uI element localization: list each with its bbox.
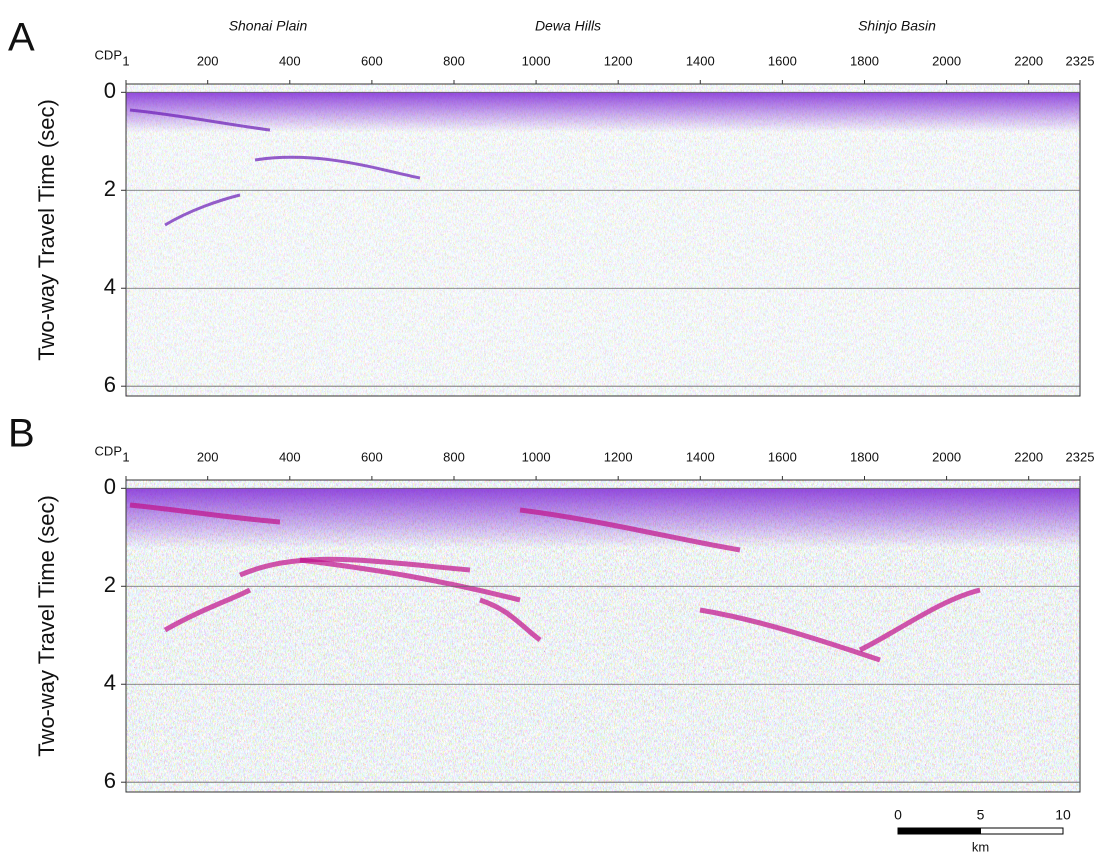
reflector xyxy=(164,193,241,227)
plot-frame xyxy=(125,479,1081,793)
x-tick-label: 800 xyxy=(443,449,465,464)
reflector xyxy=(129,502,281,525)
x-tick-label: 600 xyxy=(361,449,383,464)
x-tick-label: 600 xyxy=(361,53,383,68)
x-tick-label: 1600 xyxy=(768,449,797,464)
x-tick-label: 1 xyxy=(122,53,129,68)
x-tick-label: 1200 xyxy=(604,53,633,68)
x-tick-label: 1600 xyxy=(768,53,797,68)
x-tick-label: 400 xyxy=(279,449,301,464)
seismic-noise xyxy=(126,84,1080,396)
reflector xyxy=(699,607,881,663)
x-tick-label: 1200 xyxy=(604,449,633,464)
y-tick-label: 2 xyxy=(104,572,116,597)
x-tick-label: 200 xyxy=(197,449,219,464)
x-tick-label: 1400 xyxy=(686,53,715,68)
reflector xyxy=(129,108,271,132)
x-tick-label: 2000 xyxy=(932,449,961,464)
panel-label: A xyxy=(8,16,35,60)
y-tick-label: 4 xyxy=(104,274,116,299)
reflector xyxy=(163,587,252,633)
x-tick-label: 400 xyxy=(279,53,301,68)
shallow-band xyxy=(126,92,1080,133)
region-label: Shinjo Basin xyxy=(858,18,936,34)
scale-tick-label: 5 xyxy=(977,807,985,823)
reflector xyxy=(254,155,421,180)
x-tick-label: 2000 xyxy=(932,53,961,68)
x-tick-label: 1000 xyxy=(522,449,551,464)
y-tick-label: 6 xyxy=(104,372,116,397)
y-tick-label: 4 xyxy=(104,670,116,695)
reflector xyxy=(858,587,981,653)
x-tick-label: 1400 xyxy=(686,449,715,464)
scale-segment xyxy=(980,827,1064,835)
y-axis-label: Two-way Travel Time (sec) xyxy=(34,495,59,757)
scale-tick-label: 0 xyxy=(894,807,902,823)
region-label: Shonai Plain xyxy=(229,18,308,34)
scale-segment xyxy=(897,827,981,835)
y-axis-label: Two-way Travel Time (sec) xyxy=(34,99,59,361)
x-tick-label: 800 xyxy=(443,53,465,68)
scale-tick-label: 10 xyxy=(1055,807,1071,823)
x-tick-label: 1 xyxy=(122,449,129,464)
x-tick-label: 1800 xyxy=(850,449,879,464)
x-axis-label: CDP xyxy=(95,443,122,458)
shallow-band xyxy=(126,488,1080,549)
scale-unit: km xyxy=(972,839,989,854)
y-tick-label: 2 xyxy=(104,176,116,201)
y-tick-label: 6 xyxy=(104,768,116,793)
x-tick-label: 2325 xyxy=(1066,53,1095,68)
x-tick-label: 200 xyxy=(197,53,219,68)
plot-frame xyxy=(125,83,1081,397)
x-tick-label: 1800 xyxy=(850,53,879,68)
x-axis-label: CDP xyxy=(95,47,122,62)
y-tick-label: 0 xyxy=(104,78,116,103)
x-tick-label: 1000 xyxy=(522,53,551,68)
reflector xyxy=(519,507,741,553)
panel-label: B xyxy=(8,412,35,456)
y-tick-label: 0 xyxy=(104,474,116,499)
x-tick-label: 2200 xyxy=(1014,53,1043,68)
region-label: Dewa Hills xyxy=(535,18,601,34)
reflector xyxy=(479,597,542,642)
x-tick-label: 2325 xyxy=(1066,449,1095,464)
reflector xyxy=(299,557,521,603)
reflector xyxy=(239,556,471,578)
x-tick-label: 2200 xyxy=(1014,449,1043,464)
